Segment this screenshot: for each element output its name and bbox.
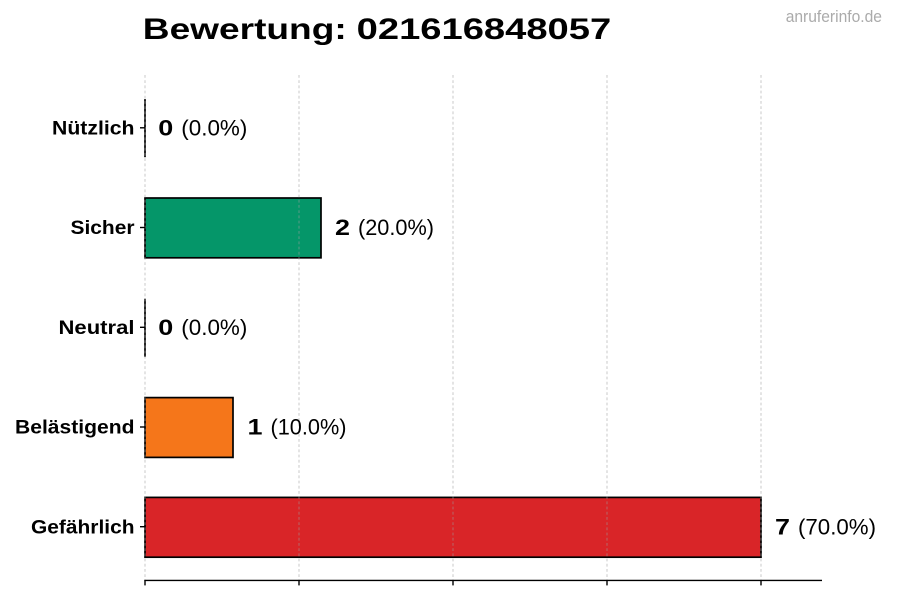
svg-text:(70.0%): (70.0%) <box>798 514 876 539</box>
svg-text:Neutral: Neutral <box>59 318 135 339</box>
svg-text:2: 2 <box>335 215 350 240</box>
svg-text:anruferinfo.de: anruferinfo.de <box>786 7 882 26</box>
svg-text:(20.0%): (20.0%) <box>358 215 434 240</box>
svg-text:Gefährlich: Gefährlich <box>31 517 135 538</box>
svg-text:(0.0%): (0.0%) <box>181 115 247 140</box>
svg-text:0: 0 <box>158 315 173 340</box>
svg-text:Bewertung:: Bewertung: <box>143 13 347 46</box>
svg-text:0: 0 <box>158 115 173 140</box>
svg-text:(10.0%): (10.0%) <box>271 415 347 440</box>
svg-text:1: 1 <box>248 415 263 440</box>
svg-text:Belästigend: Belästigend <box>15 418 135 439</box>
svg-text:Nützlich: Nützlich <box>52 118 135 139</box>
svg-text:021616848057: 021616848057 <box>357 13 612 46</box>
svg-text:7: 7 <box>775 514 790 539</box>
svg-text:(0.0%): (0.0%) <box>181 315 247 340</box>
svg-text:Sicher: Sicher <box>71 218 136 239</box>
